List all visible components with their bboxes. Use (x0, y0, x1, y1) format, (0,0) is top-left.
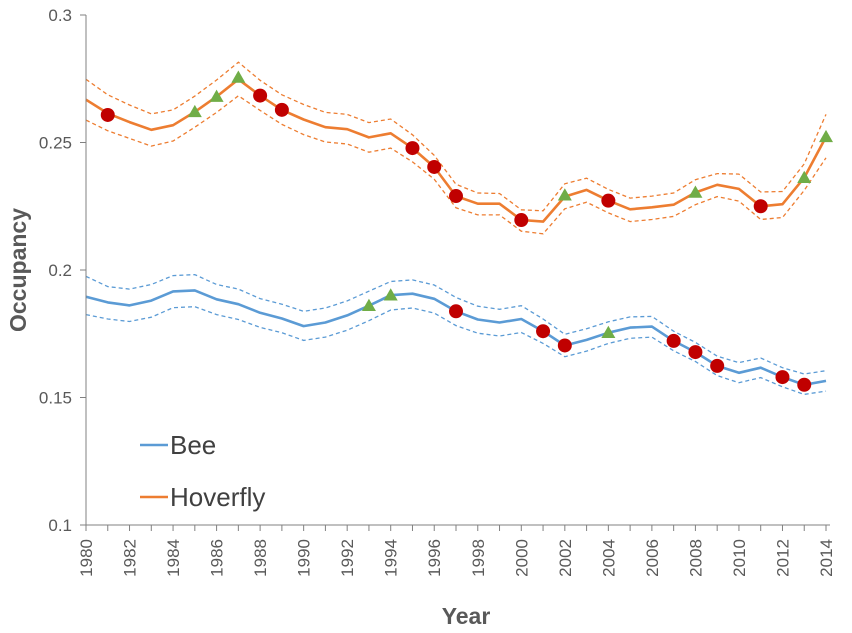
hoverfly-point-2000 (514, 213, 529, 228)
y-tick-label: 0.2 (48, 261, 72, 280)
x-tick-label: 1984 (164, 539, 183, 577)
bee-point-2008 (688, 345, 703, 360)
x-tick-label: 1990 (295, 539, 314, 577)
x-axis-title: Year (442, 603, 491, 629)
legend: Bee Hoverfly (140, 430, 265, 512)
bee-upper-ci (85, 273, 827, 375)
legend-label-hoverfly: Hoverfly (170, 482, 265, 512)
hoverfly-lower-ci (85, 95, 827, 235)
x-tick-label: 1988 (251, 539, 270, 577)
x-tick-label: 1980 (77, 539, 96, 577)
y-tick-label: 0.1 (48, 516, 72, 535)
x-tick-label: 2010 (730, 539, 749, 577)
y-tick-label: 0.3 (48, 6, 72, 25)
data-markers (100, 70, 833, 392)
hoverfly-upper-ci (85, 61, 827, 212)
x-tick-label: 1998 (469, 539, 488, 577)
hoverfly-point-1988 (253, 88, 268, 103)
y-axis-title: Occupancy (5, 208, 31, 332)
hoverfly-point-2013 (797, 170, 812, 183)
x-tick-label: 2014 (817, 539, 836, 577)
x-tick-label: 2002 (556, 539, 575, 577)
hoverfly-point-2008 (688, 185, 703, 198)
hoverfly-point-1987 (231, 70, 246, 83)
bee-point-1997 (449, 304, 463, 319)
hoverfly-point-2002 (557, 188, 572, 201)
x-tick-label: 1982 (121, 539, 140, 577)
x-tick-label: 2006 (643, 539, 662, 577)
x-tick-label: 2012 (773, 539, 792, 577)
hoverfly-point-2011 (753, 199, 768, 214)
hoverfly-point-1995 (405, 141, 420, 156)
hoverfly-point-2014 (819, 129, 833, 143)
bee-point-1993 (361, 298, 376, 311)
y-tick-label: 0.25 (39, 134, 72, 153)
y-tick-label: 0.15 (39, 389, 72, 408)
hoverfly-point-1981 (100, 107, 115, 122)
x-tick-label: 2004 (599, 539, 618, 577)
hoverfly-point-1996 (427, 159, 442, 174)
x-tick-label: 2000 (512, 539, 531, 577)
bee-lower-ci (85, 306, 827, 396)
bee-point-2002 (557, 338, 572, 353)
confidence-bands (85, 61, 827, 396)
x-tick-label: 1994 (382, 539, 401, 577)
hoverfly-point-1997 (449, 189, 463, 204)
axes (80, 14, 830, 531)
hoverfly-point-1989 (274, 102, 289, 117)
hoverfly-point-1985 (187, 104, 202, 118)
x-tick-label: 1996 (425, 539, 444, 577)
hoverfly-point-2004 (601, 193, 616, 208)
bee-point-2009 (710, 358, 725, 373)
x-tick-label: 1986 (208, 539, 227, 577)
bee-point-2012 (775, 370, 790, 385)
bee-point-1994 (383, 288, 398, 301)
bee-point-2001 (536, 324, 551, 339)
bee-point-2007 (666, 333, 681, 348)
x-tick-label: 1992 (338, 539, 357, 577)
x-tick-label: 2008 (686, 539, 705, 577)
bee-point-2004 (601, 325, 616, 338)
bee-point-2013 (797, 377, 812, 392)
legend-label-bee: Bee (170, 430, 216, 460)
hoverfly-point-1986 (209, 89, 224, 102)
tick-labels: 0.1 0.15 0.2 0.25 0.3 1980 1982 1984 1986 1988 199… (39, 6, 836, 577)
